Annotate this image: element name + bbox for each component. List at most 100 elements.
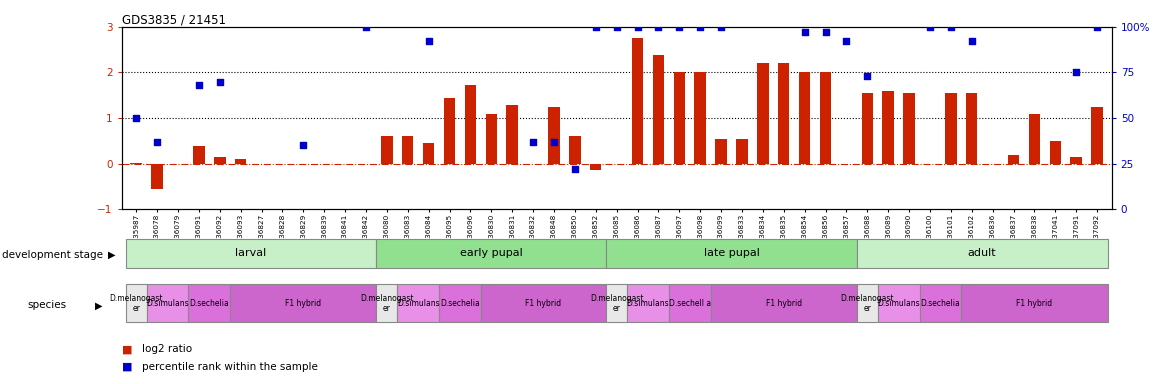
- Bar: [632, 38, 643, 164]
- Bar: [126, 239, 376, 268]
- Bar: [628, 284, 669, 323]
- Point: [357, 24, 375, 30]
- Bar: [464, 85, 476, 164]
- Bar: [857, 239, 1107, 268]
- Text: D.sechelia: D.sechelia: [190, 299, 229, 308]
- Bar: [569, 136, 580, 164]
- Point: [148, 139, 167, 145]
- Text: D.melanogast
er: D.melanogast er: [110, 294, 163, 313]
- Point: [190, 82, 208, 88]
- Point: [921, 24, 939, 30]
- Bar: [674, 73, 686, 164]
- Point: [419, 38, 438, 45]
- Bar: [1007, 155, 1019, 164]
- Bar: [376, 284, 397, 323]
- Bar: [591, 164, 601, 170]
- Text: species: species: [28, 300, 67, 310]
- Text: ▶: ▶: [108, 250, 115, 260]
- Bar: [736, 139, 748, 164]
- Text: adult: adult: [968, 248, 997, 258]
- Bar: [862, 93, 873, 164]
- Bar: [820, 73, 831, 164]
- Bar: [1049, 141, 1061, 164]
- Text: D.simulans: D.simulans: [878, 299, 919, 308]
- Bar: [381, 136, 393, 164]
- Text: F1 hybrid: F1 hybrid: [1017, 299, 1053, 308]
- Point: [962, 38, 981, 45]
- Bar: [147, 284, 189, 323]
- Text: early pupal: early pupal: [460, 248, 522, 258]
- Bar: [402, 136, 413, 164]
- Text: F1 hybrid: F1 hybrid: [285, 299, 322, 308]
- Bar: [711, 284, 857, 323]
- Bar: [235, 159, 247, 164]
- Bar: [152, 164, 163, 189]
- Bar: [548, 107, 559, 164]
- Point: [523, 139, 542, 145]
- Bar: [1070, 157, 1082, 164]
- Point: [127, 115, 146, 121]
- Text: larval: larval: [235, 248, 266, 258]
- Point: [816, 29, 835, 35]
- Text: percentile rank within the sample: percentile rank within the sample: [142, 362, 318, 372]
- Bar: [126, 284, 147, 323]
- Bar: [966, 93, 977, 164]
- Text: development stage: development stage: [2, 250, 103, 260]
- Bar: [1091, 107, 1102, 164]
- Point: [837, 38, 856, 45]
- Text: ■: ■: [122, 362, 132, 372]
- Point: [629, 24, 647, 30]
- Text: GDS3835 / 21451: GDS3835 / 21451: [122, 13, 226, 26]
- Bar: [778, 63, 790, 164]
- Text: log2 ratio: log2 ratio: [142, 344, 192, 354]
- Text: D.sechelia: D.sechelia: [921, 299, 960, 308]
- Point: [294, 142, 313, 149]
- Bar: [757, 63, 769, 164]
- Bar: [131, 163, 142, 164]
- Text: D.sechelia: D.sechelia: [440, 299, 479, 308]
- Point: [650, 24, 668, 30]
- Bar: [423, 143, 434, 164]
- Bar: [799, 73, 811, 164]
- Bar: [857, 284, 878, 323]
- Text: ▶: ▶: [95, 300, 102, 310]
- Bar: [919, 284, 961, 323]
- Text: D.simulans: D.simulans: [397, 299, 440, 308]
- Bar: [397, 284, 439, 323]
- Bar: [376, 239, 606, 268]
- Bar: [506, 105, 518, 164]
- Bar: [189, 284, 230, 323]
- Text: D.sechell a: D.sechell a: [668, 299, 711, 308]
- Point: [670, 24, 689, 30]
- Bar: [230, 284, 376, 323]
- Bar: [669, 284, 711, 323]
- Point: [1067, 70, 1085, 76]
- Point: [712, 24, 731, 30]
- Bar: [606, 284, 628, 323]
- Bar: [439, 284, 481, 323]
- Point: [565, 166, 584, 172]
- Bar: [961, 284, 1107, 323]
- Text: F1 hybrid: F1 hybrid: [526, 299, 562, 308]
- Point: [691, 24, 710, 30]
- Bar: [485, 114, 497, 164]
- Text: D.simulans: D.simulans: [146, 299, 189, 308]
- Text: F1 hybrid: F1 hybrid: [765, 299, 801, 308]
- Bar: [481, 284, 606, 323]
- Bar: [716, 139, 727, 164]
- Bar: [653, 55, 665, 164]
- Bar: [193, 146, 205, 164]
- Bar: [882, 91, 894, 164]
- Bar: [903, 93, 915, 164]
- Text: D.melanogast
er: D.melanogast er: [589, 294, 644, 313]
- Point: [1087, 24, 1106, 30]
- Text: D.simulans: D.simulans: [626, 299, 669, 308]
- Point: [607, 24, 625, 30]
- Point: [211, 79, 229, 85]
- Bar: [945, 93, 957, 164]
- Point: [796, 29, 814, 35]
- Point: [941, 24, 960, 30]
- Point: [586, 24, 604, 30]
- Bar: [878, 284, 919, 323]
- Bar: [1028, 114, 1040, 164]
